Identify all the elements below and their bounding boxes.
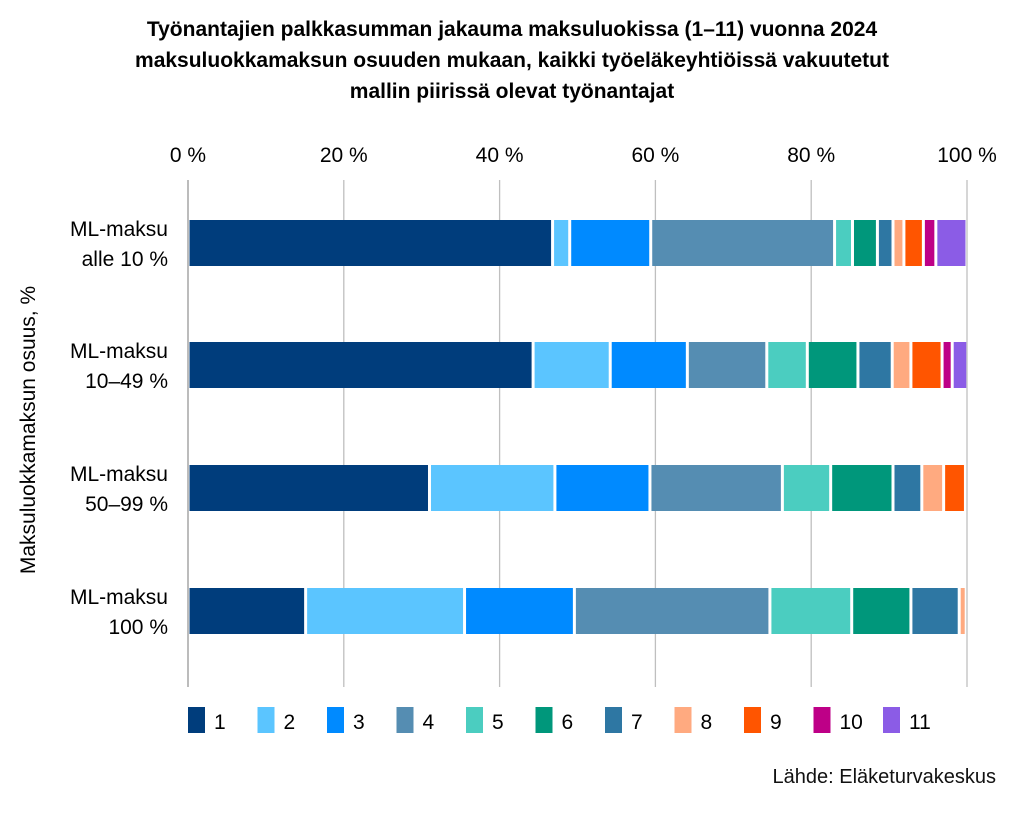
legend-item: 6 [535,707,574,734]
bar-segment-3 [611,342,686,388]
legend-label: 4 [423,711,435,734]
bar-segment-1 [189,220,552,266]
chart-title-line-2: maksuluokkamaksun osuuden mukaan, kaikki… [135,49,889,72]
bar-row [189,465,964,511]
category-label: ML-maksu alle 10 % [70,218,168,271]
bar-segment-11 [953,342,967,388]
bar-segment-2 [307,588,464,634]
x-tick-label: 100 % [937,144,997,167]
legend-label: 7 [631,711,643,734]
legend-swatch [605,707,622,733]
legend-swatch [535,707,553,733]
legend-item: 10 [813,707,863,734]
bar-segment-3 [571,220,650,266]
bar-segment-8 [893,342,910,388]
legend-swatch [396,707,414,733]
bar-segment-9 [945,465,964,511]
chart-title-line-3: mallin piirissä olevat työnantajat [349,80,675,103]
source-note: Lähde: Eläketurvakeskus [772,766,996,788]
legend-label: 3 [353,711,365,734]
y-axis-title: Maksuluokkamaksun osuus, % [17,286,40,574]
bar-segment-7 [878,220,892,266]
bar-row [189,342,967,388]
bar-segment-1 [189,588,305,634]
bar-segment-7 [859,342,891,388]
bar-segment-4 [651,465,781,511]
bar-row [189,220,966,266]
legend-item: 1 [188,707,226,734]
bar-segment-3 [556,465,649,511]
x-tick-label: 20 % [320,144,368,167]
bar-segment-8 [923,465,943,511]
bar-segment-5 [771,588,851,634]
bar-segment-2 [554,220,569,266]
x-tick-label: 80 % [787,144,835,167]
category-label: ML-maksu 100 % [70,586,168,639]
legend-label: 9 [770,711,782,734]
bar-segment-5 [783,465,830,511]
category-label: ML-maksu 50–99 % [70,463,168,516]
legend-item: 5 [466,707,504,734]
legend-swatch [744,707,761,733]
legend-label: 5 [492,711,504,734]
legend-swatch [674,707,692,733]
legend-item: 7 [605,707,643,734]
bar-segment-6 [832,465,892,511]
bars [189,220,967,634]
legend-swatch [257,707,275,733]
x-tick-label: 40 % [476,144,524,167]
legend: 1 2 3 4 5 6 7 8 9 10 11 [188,707,931,734]
legend-item: 4 [396,707,435,734]
bar-segment-9 [905,220,922,266]
bar-segment-3 [466,588,573,634]
bar-segment-4 [688,342,766,388]
legend-label: 10 [840,711,863,734]
chart-title-line-1: Työnantajien palkkasumman jakauma maksul… [146,18,878,41]
legend-label: 1 [214,711,226,734]
category-label: ML-maksu 10–49 % [70,340,168,393]
legend-label: 11 [909,711,931,734]
bar-segment-9 [912,342,941,388]
bar-segment-11 [937,220,966,266]
bar-segment-1 [189,342,532,388]
legend-item: 8 [674,707,713,734]
legend-swatch [466,707,483,733]
bar-segment-8 [894,220,903,266]
x-axis-tick-labels: 0 % 20 % 40 % 60 % 80 % 100 % [170,144,997,167]
legend-label: 6 [562,711,574,734]
chart-title: Työnantajien palkkasumman jakauma maksul… [0,14,1024,107]
bar-segment-10 [943,342,951,388]
legend-item: 3 [327,707,365,734]
bar-segment-2 [534,342,609,388]
x-tick-label: 0 % [170,144,206,167]
bar-segment-7 [912,588,958,634]
bar-segment-8 [960,588,965,634]
bar-segment-4 [575,588,769,634]
legend-swatch [883,707,900,733]
legend-swatch [813,707,831,733]
bar-segment-1 [189,465,428,511]
x-tick-label: 60 % [631,144,679,167]
legend-item: 11 [883,707,931,734]
legend-item: 9 [744,707,782,734]
legend-label: 8 [701,711,713,734]
bar-segment-5 [836,220,851,266]
bar-segment-7 [894,465,921,511]
category-labels: ML-maksu alle 10 % ML-maksu 10–49 % ML-maksu… [70,218,168,639]
bar-segment-6 [853,588,910,634]
bar-segment-6 [808,342,857,388]
bar-segment-6 [853,220,876,266]
legend-swatch [188,707,205,733]
bar-row [189,588,965,634]
bar-segment-10 [924,220,935,266]
bar-segment-5 [768,342,806,388]
legend-swatch [327,707,344,733]
bar-segment-2 [430,465,554,511]
bar-segment-4 [652,220,834,266]
legend-label: 2 [284,711,296,734]
legend-item: 2 [257,707,296,734]
